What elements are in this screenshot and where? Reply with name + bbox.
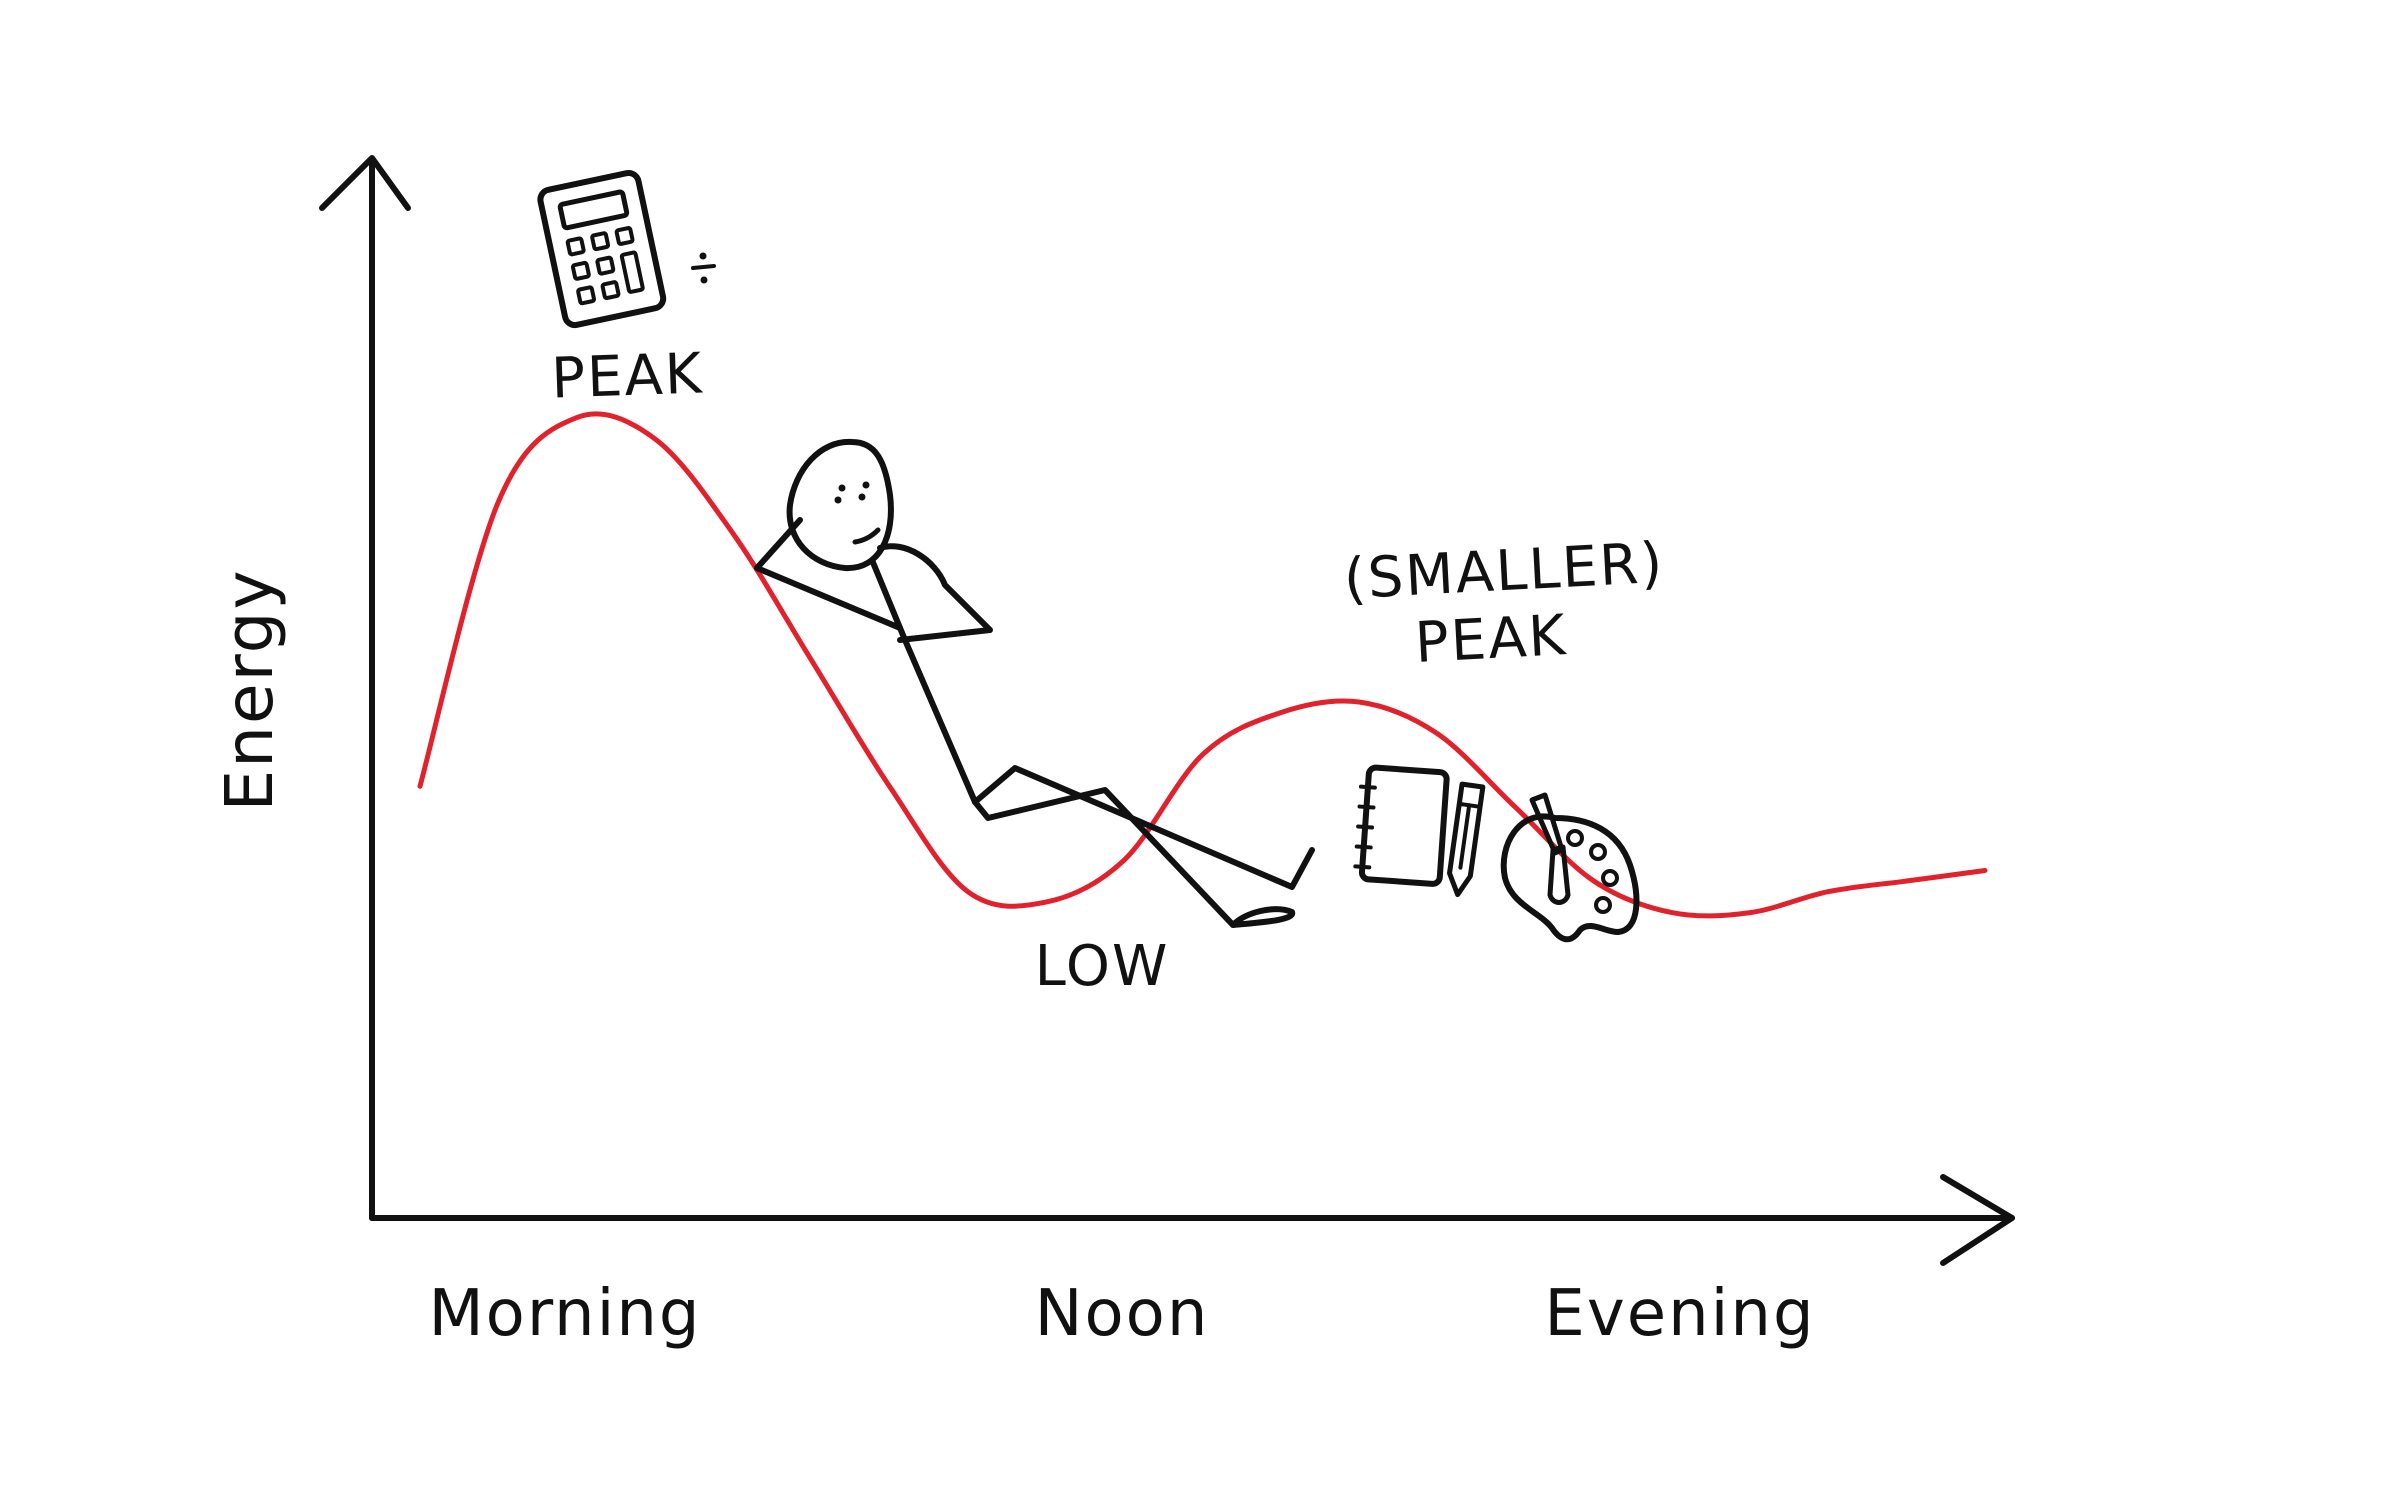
low-label: LOW xyxy=(1035,934,1170,999)
x-label-evening: Evening xyxy=(1544,1277,1815,1351)
axes xyxy=(319,155,2015,1266)
pen-icon xyxy=(1447,781,1486,898)
smaller-peak-label-line1: (SMALLER) xyxy=(1342,531,1666,613)
notebook-icon xyxy=(1353,764,1450,887)
y-axis-arrowhead xyxy=(319,155,411,211)
x-label-morning: Morning xyxy=(428,1277,701,1351)
peak-label: PEAK xyxy=(550,341,704,411)
x-label-noon: Noon xyxy=(1035,1277,1210,1351)
y-axis-label: Energy xyxy=(211,568,288,811)
divide-icon xyxy=(691,252,716,284)
calculator-icon xyxy=(537,169,667,329)
energy-curve xyxy=(417,411,1988,919)
x-axis-arrowhead xyxy=(1940,1174,2015,1266)
palette-icon xyxy=(1500,792,1640,943)
smaller-peak-label-line2: PEAK xyxy=(1413,603,1568,676)
reclining-stick-figure xyxy=(754,438,1315,928)
